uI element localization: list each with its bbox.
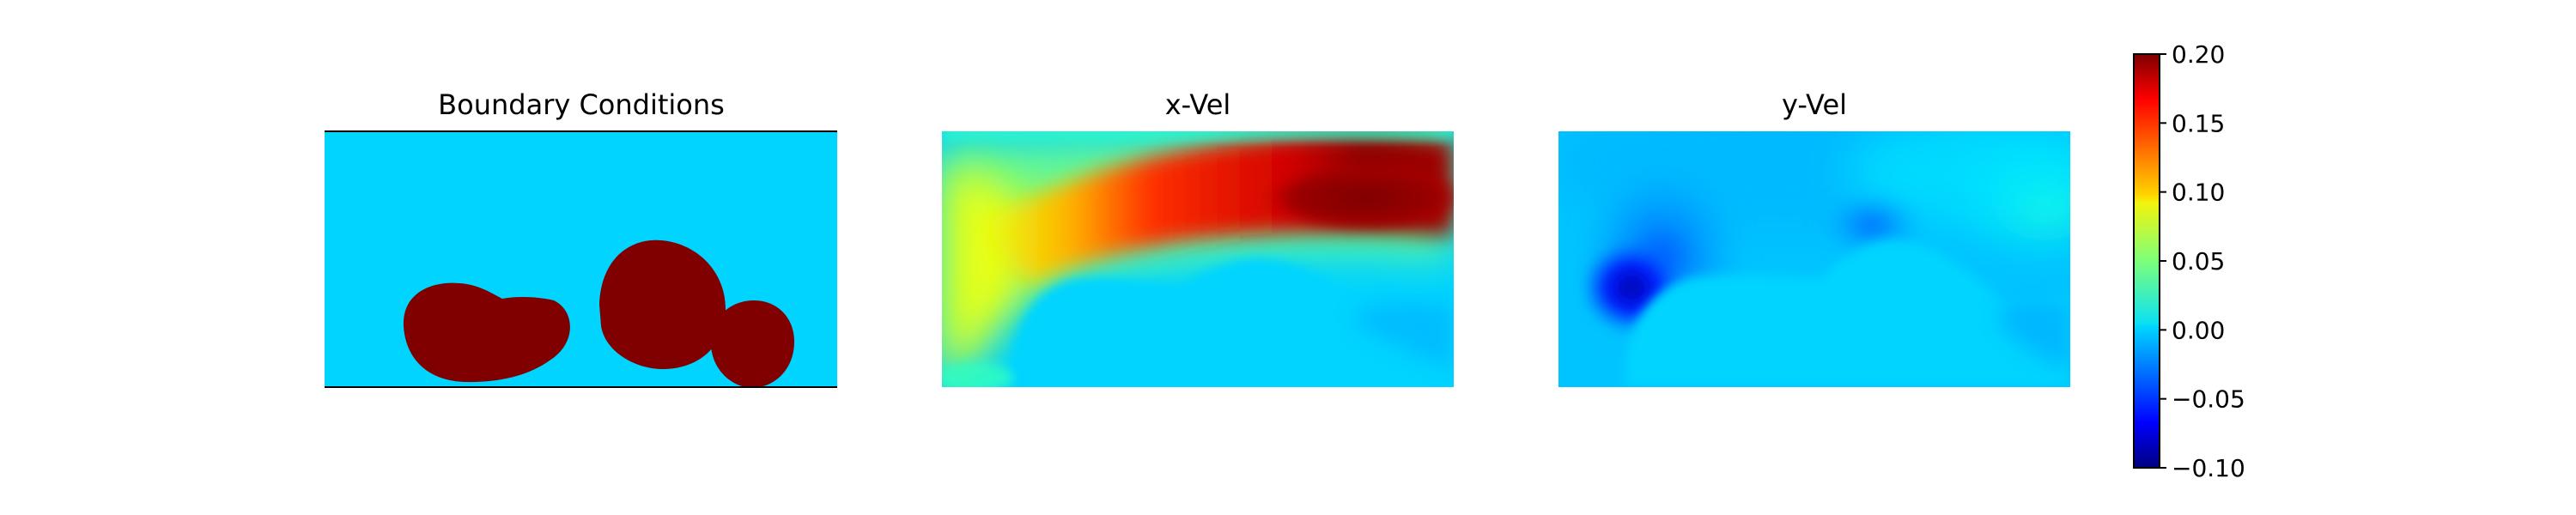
y-vel-field xyxy=(1558,131,2070,387)
obstacle-left xyxy=(403,282,570,383)
colorbar-tick-label: −0.05 xyxy=(2172,385,2245,414)
obstacle-middle xyxy=(599,239,726,369)
panel-y-vel: y-Vel xyxy=(1558,88,2070,387)
panel-title-boundary: Boundary Conditions xyxy=(438,88,725,121)
panel-x-vel: x-Vel xyxy=(942,88,1454,387)
panel-boundary-conditions: Boundary Conditions xyxy=(325,88,837,388)
colorbar-ticks: 0.20 0.15 0.10 0.05 0.00 −0.05 −0.10 xyxy=(2160,40,2245,482)
obstacle-right xyxy=(711,300,794,388)
x-vel-field xyxy=(942,131,1454,387)
panel-title-x-vel: x-Vel xyxy=(1165,88,1231,121)
colorbar: 0.20 0.15 0.10 0.05 0.00 −0.05 −0.10 xyxy=(2133,40,2245,482)
colorbar-tick-label: 0.20 xyxy=(2172,40,2225,69)
colorbar-tick-label: 0.10 xyxy=(2172,179,2225,207)
colorbar-tick-label: 0.00 xyxy=(2172,316,2225,344)
colorbar-tick-label: 0.05 xyxy=(2172,247,2225,276)
colorbar-tick-label: 0.15 xyxy=(2172,109,2225,137)
colorbar-tick-label: −0.10 xyxy=(2172,454,2245,482)
obstacle-group xyxy=(403,239,794,388)
colorbar-gradient xyxy=(2133,53,2160,469)
panel-title-y-vel: y-Vel xyxy=(1782,88,1847,121)
